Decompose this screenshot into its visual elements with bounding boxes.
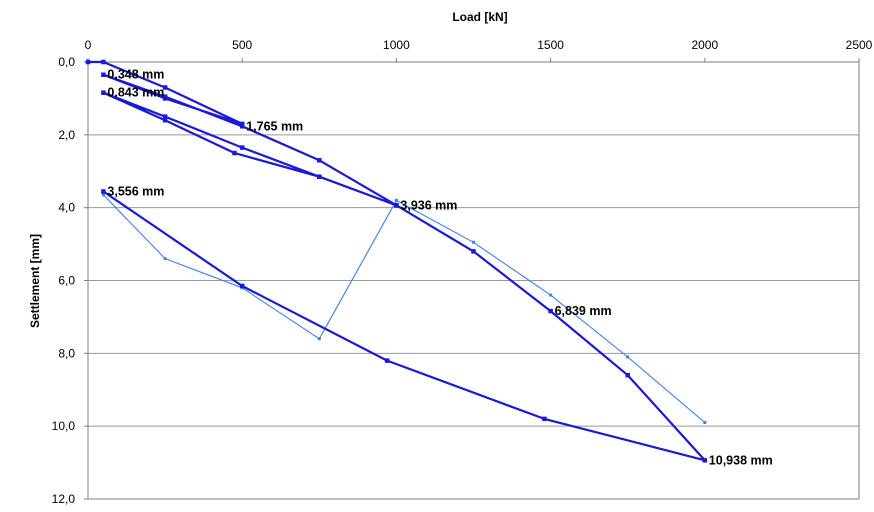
series-line [103,194,706,423]
data-point [239,145,245,150]
data-label: 0,348 mm [107,68,164,82]
data-point [162,94,168,99]
data-label: 6,839 mm [555,304,612,318]
y-tick-label: 2,0 [58,128,75,142]
data-point [101,193,105,197]
x-tick-label: 0 [85,38,92,52]
data-point [394,203,399,208]
data-label: 1,765 mm [246,119,303,133]
data-point [239,121,245,127]
data-point [101,59,106,65]
y-tick-label: 4,0 [58,201,75,215]
y-axis-title: Settlement [mm] [28,234,42,328]
x-tick-label: 500 [232,38,252,52]
data-series [85,59,708,463]
series-2 [101,193,707,425]
annotations: 0,348 mm 0,843 mm 1,765 mm 3,936 mm 3,556 mm… [107,68,772,468]
data-point [162,114,168,119]
data-point [548,308,553,314]
data-label: 0,843 mm [107,86,164,100]
data-point [162,85,168,90]
data-point [394,198,398,202]
y-axis-ticks: 0,0 2,0 4,0 6,0 8,0 10,0 12,0 [52,55,88,506]
data-label: 10,938 mm [709,453,773,467]
data-point [626,355,630,359]
data-point [239,124,245,129]
x-tick-label: 2500 [846,38,873,52]
data-label: 3,556 mm [107,184,164,198]
x-axis-title: Load [kN] [452,10,507,24]
data-point [101,189,106,194]
x-axis-ticks: 0 500 1000 1500 2000 2500 [85,38,873,62]
data-point [549,293,553,297]
data-point [232,150,237,156]
data-point [317,174,322,179]
x-tick-label: 1000 [383,38,410,52]
data-point [384,358,390,363]
data-point [703,421,707,425]
data-point [317,337,321,341]
data-point [101,72,106,77]
data-point [85,59,91,65]
data-point [472,240,475,244]
data-point [317,158,322,163]
data-point [471,249,476,254]
y-tick-label: 6,0 [58,274,75,288]
series-line [88,60,706,462]
data-label: 3,936 mm [400,198,457,212]
data-point [101,90,106,95]
gridlines [88,134,859,427]
data-point [239,283,245,289]
y-tick-label: 10,0 [52,419,76,433]
data-point [163,257,167,261]
y-tick-label: 12,0 [52,492,76,506]
x-tick-label: 2000 [691,38,718,52]
x-tick-label: 1500 [537,38,564,52]
data-point [625,372,630,378]
y-tick-label: 8,0 [58,346,75,360]
data-point [542,416,547,422]
data-point [162,118,168,123]
y-tick-label: 0,0 [58,55,75,69]
series-1 [85,59,708,463]
data-point [702,458,708,463]
